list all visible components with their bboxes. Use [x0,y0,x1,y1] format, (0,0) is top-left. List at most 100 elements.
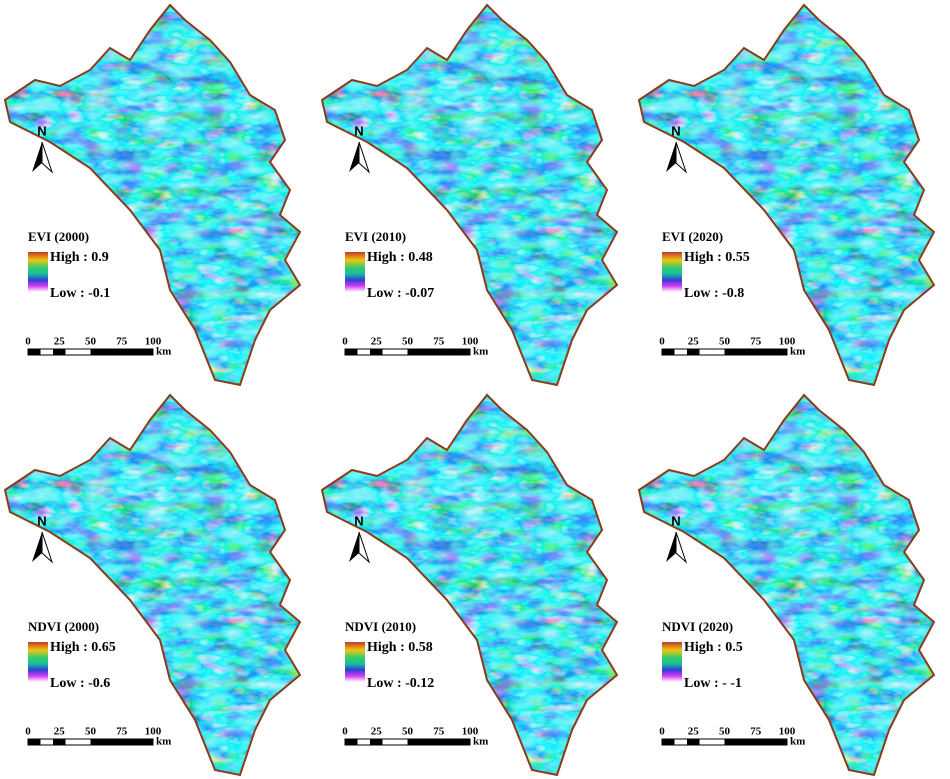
scale-segment [345,349,358,355]
raster [5,5,300,385]
map-panel: N EVI (2000) High : 0.9 Low : -0.1 0 25 50 75 10… [3,3,302,387]
north-arrow [675,531,688,564]
raster [639,5,934,385]
scale-tick-label: 25 [371,726,383,738]
scale-segment [90,739,153,745]
scale-tick-label: 0 [342,726,348,738]
scale-segment [407,739,470,745]
north-label: N [354,123,363,138]
scale-tick-label: 100 [145,726,162,738]
map-panel: N NDVI (2000) High : 0.65 Low : -0.6 0 25 50 75… [3,393,302,777]
north-arrow [41,531,54,564]
scale-tick-label: 75 [433,336,445,348]
legend-title: EVI (2010) [345,229,406,244]
scale-tick-label: 0 [25,726,31,738]
scale-tick-label: 50 [85,726,97,738]
north-arrow [32,532,42,562]
north-arrow [358,141,371,174]
north-arrow [666,532,676,562]
scale-tick-label: 50 [85,336,97,348]
legend-high: High : 0.48 [367,250,433,265]
scale-segment [662,349,675,355]
legend-title: NDVI (2000) [28,619,99,634]
scale-tick-label: 50 [719,336,731,348]
scale-segment [28,349,41,355]
scale-tick-label: 100 [779,336,796,348]
north-label: N [37,513,46,528]
color-ramp [662,252,682,292]
scale-tick-label: 25 [688,726,700,738]
north-arrow [32,142,42,172]
legend-low: Low : -0.07 [367,286,434,301]
scale-segment [28,739,41,745]
scale-unit: km [790,736,805,748]
raster [5,395,300,775]
raster [322,5,617,385]
scale-tick-label: 75 [116,336,128,348]
scale-tick-label: 0 [25,336,31,348]
legend-high: High : 0.9 [50,250,109,265]
legend-low: Low : -0.1 [50,286,110,301]
north-arrow [349,532,359,562]
boundary [637,393,936,777]
scale-segment [90,349,153,355]
scale-tick-label: 0 [342,336,348,348]
north-label: N [37,123,46,138]
scale-tick-label: 50 [402,726,414,738]
legend-high: High : 0.5 [684,640,743,655]
scale-tick-label: 100 [145,336,162,348]
legend-title: EVI (2020) [662,229,723,244]
scale-tick-label: 0 [659,336,665,348]
scale-segment [724,349,787,355]
scale-segment [687,349,700,355]
scale-tick-label: 75 [116,726,128,738]
legend-low: Low : -0.6 [50,676,110,691]
color-ramp [345,642,365,682]
north-arrow [666,142,676,172]
scale-segment [407,349,470,355]
raster [639,395,934,775]
legend-low: Low : -0.12 [367,676,434,691]
scale-segment [724,739,787,745]
scale-segment [345,739,358,745]
scale-unit: km [790,346,805,358]
legend-title: NDVI (2010) [345,619,416,634]
scale-tick-label: 75 [750,336,762,348]
boundary [3,393,302,777]
boundary [3,3,302,387]
north-label: N [354,513,363,528]
north-arrow [675,141,688,174]
scale-tick-label: 25 [54,336,66,348]
scale-segment [662,739,675,745]
scale-segment [370,739,383,745]
color-ramp [28,252,48,292]
map-panel: N NDVI (2020) High : 0.5 Low : - -1 0 25 50 75 1… [637,393,936,777]
color-ramp [345,252,365,292]
scale-tick-label: 25 [54,726,66,738]
north-arrow [349,142,359,172]
scale-segment [687,739,700,745]
scale-segment [53,349,66,355]
scale-tick-label: 75 [433,726,445,738]
scale-tick-label: 75 [750,726,762,738]
scale-unit: km [473,346,488,358]
scale-tick-label: 50 [719,726,731,738]
legend-low: Low : - -1 [684,676,742,691]
scale-tick-label: 0 [659,726,665,738]
scale-unit: km [156,736,171,748]
map-panel: N NDVI (2010) High : 0.58 Low : -0.12 0 25 50 7… [320,393,619,777]
legend-title: NDVI (2020) [662,619,733,634]
legend-title: EVI (2000) [28,229,89,244]
scale-tick-label: 25 [371,336,383,348]
legend-high: High : 0.65 [50,640,116,655]
legend-low: Low : -0.8 [684,286,744,301]
scale-tick-label: 50 [402,336,414,348]
north-arrow [358,531,371,564]
scale-unit: km [156,346,171,358]
legend-high: High : 0.55 [684,250,750,265]
boundary [320,393,619,777]
boundary [637,3,936,387]
scale-segment [53,739,66,745]
raster [322,395,617,775]
